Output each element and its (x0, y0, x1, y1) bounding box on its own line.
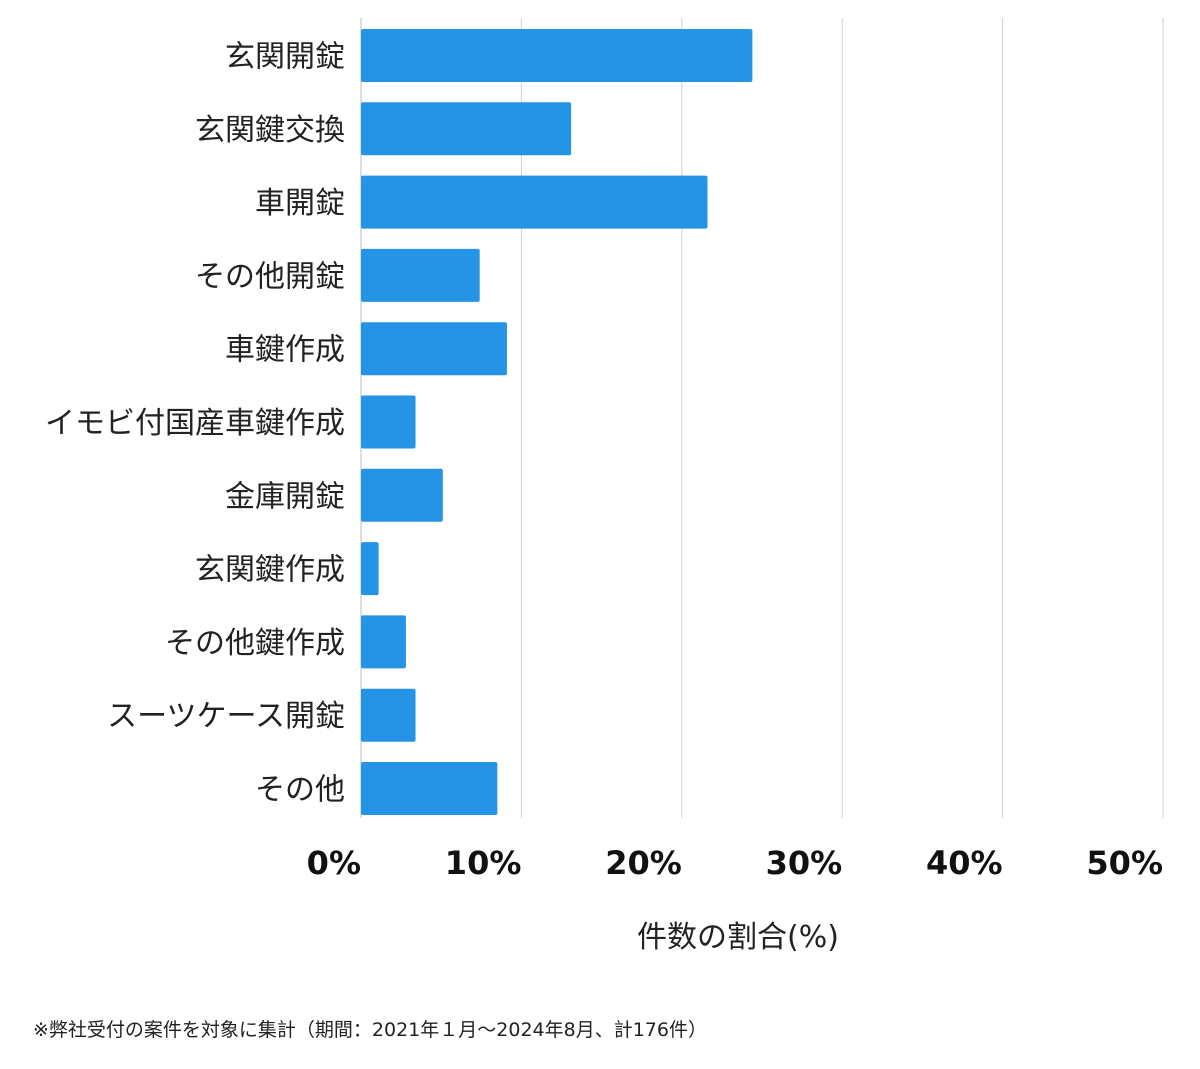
category-label: 金庫開錠 (225, 479, 345, 514)
category-label: その他 (255, 773, 345, 808)
bar (361, 175, 708, 229)
category-label: その他鍵作成 (165, 626, 345, 661)
bar (361, 688, 416, 742)
x-tick-labels: 0% 10% 20% 30% 40% 50% (307, 844, 1163, 882)
x-tick-label: 50% (1086, 844, 1163, 882)
bar (361, 248, 480, 302)
x-tick-label: 10% (445, 844, 522, 882)
x-axis-title: 件数の割合(%) (637, 920, 839, 955)
x-tick-label: 20% (605, 844, 682, 882)
x-tick-label: 0% (307, 844, 361, 882)
category-label: その他開錠 (195, 259, 345, 294)
category-labels: 玄関開錠玄関鍵交換車開錠その他開錠車鍵作成イモビ付国産車鍵作成金庫開錠玄関鍵作成… (45, 40, 345, 808)
bar (361, 615, 406, 669)
x-tick-label: 30% (766, 844, 843, 882)
bar (361, 29, 753, 82)
category-label: 車鍵作成 (225, 333, 345, 368)
x-tick-label: 40% (926, 844, 1003, 882)
bar (361, 395, 416, 449)
footnote: ※弊社受付の案件を対象に集計（期間：2021年１月～2024年8月、計176件） (33, 1019, 707, 1041)
bar (361, 468, 443, 522)
bar (361, 762, 498, 815)
bar (361, 322, 507, 376)
bar (361, 102, 572, 156)
category-label: 玄関鍵作成 (195, 553, 345, 588)
bars (361, 29, 753, 815)
category-label: イモビ付国産車鍵作成 (45, 406, 345, 441)
category-label: 玄関開錠 (225, 40, 345, 75)
bar-chart: 玄関開錠玄関鍵交換車開錠その他開錠車鍵作成イモビ付国産車鍵作成金庫開錠玄関鍵作成… (45, 18, 1164, 955)
bar (361, 542, 379, 596)
category-label: 玄関鍵交換 (195, 113, 345, 148)
category-label: 車開錠 (255, 186, 345, 221)
category-label: スーツケース開錠 (107, 699, 345, 734)
